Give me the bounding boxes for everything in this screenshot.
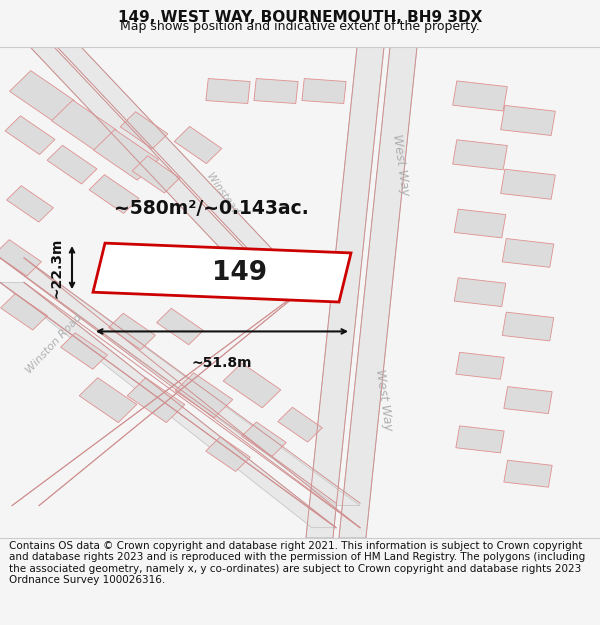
Polygon shape <box>175 372 233 418</box>
Polygon shape <box>254 79 298 104</box>
Polygon shape <box>456 426 504 453</box>
Polygon shape <box>452 81 508 111</box>
Polygon shape <box>206 437 250 471</box>
Polygon shape <box>157 308 203 345</box>
Text: West Way: West Way <box>390 133 412 196</box>
Polygon shape <box>302 79 346 104</box>
Text: 149: 149 <box>212 259 268 286</box>
Polygon shape <box>0 239 41 276</box>
Polygon shape <box>502 239 554 268</box>
Polygon shape <box>456 352 504 379</box>
Text: ~22.3m: ~22.3m <box>49 238 63 298</box>
Polygon shape <box>504 460 552 488</box>
Text: Contains OS data © Crown copyright and database right 2021. This information is : Contains OS data © Crown copyright and d… <box>9 541 585 586</box>
Polygon shape <box>94 129 158 180</box>
Text: ~580m²/~0.143ac.: ~580m²/~0.143ac. <box>114 199 309 218</box>
Polygon shape <box>500 106 556 136</box>
Polygon shape <box>278 408 322 442</box>
Polygon shape <box>5 116 55 154</box>
Polygon shape <box>454 278 506 307</box>
Polygon shape <box>454 209 506 238</box>
Polygon shape <box>0 258 360 506</box>
Polygon shape <box>502 312 554 341</box>
Polygon shape <box>47 145 97 184</box>
Text: Map shows position and indicative extent of the property.: Map shows position and indicative extent… <box>120 20 480 32</box>
Polygon shape <box>500 169 556 199</box>
Polygon shape <box>174 126 222 164</box>
Polygon shape <box>223 363 281 408</box>
Polygon shape <box>0 282 336 528</box>
Polygon shape <box>206 79 250 104</box>
Text: 149, WEST WAY, BOURNEMOUTH, BH9 3DX: 149, WEST WAY, BOURNEMOUTH, BH9 3DX <box>118 10 482 25</box>
Polygon shape <box>452 140 508 170</box>
Polygon shape <box>504 387 552 414</box>
Polygon shape <box>127 378 185 423</box>
Polygon shape <box>109 313 155 349</box>
Polygon shape <box>242 422 286 457</box>
Text: West Way: West Way <box>373 368 395 432</box>
Polygon shape <box>30 47 258 262</box>
Text: Winston Road: Winston Road <box>24 312 84 375</box>
Polygon shape <box>79 378 137 423</box>
Polygon shape <box>1 294 47 330</box>
Polygon shape <box>7 186 53 222</box>
Text: Winstead: Winstead <box>204 171 240 217</box>
Polygon shape <box>339 47 417 538</box>
Polygon shape <box>10 71 74 121</box>
Polygon shape <box>61 333 107 369</box>
Polygon shape <box>120 112 168 149</box>
Polygon shape <box>132 156 180 193</box>
Polygon shape <box>52 100 116 151</box>
Text: ~51.8m: ~51.8m <box>192 356 252 370</box>
Polygon shape <box>306 47 384 538</box>
Polygon shape <box>93 243 351 302</box>
Polygon shape <box>57 47 285 262</box>
Polygon shape <box>89 175 139 213</box>
